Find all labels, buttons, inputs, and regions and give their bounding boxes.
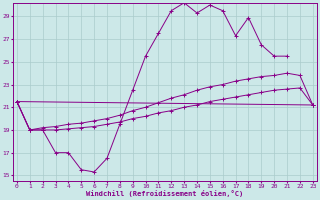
X-axis label: Windchill (Refroidissement éolien,°C): Windchill (Refroidissement éolien,°C) <box>86 190 244 197</box>
